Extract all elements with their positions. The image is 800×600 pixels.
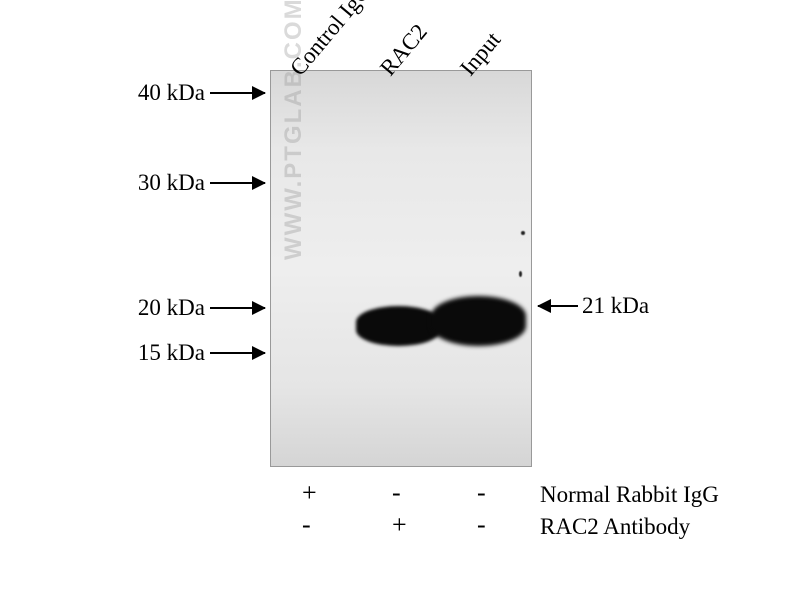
artifact-speck — [519, 271, 522, 277]
mw-marker-label: 40 kDa — [115, 80, 205, 106]
western-blot-membrane — [270, 70, 532, 467]
condition-cell: - — [477, 478, 486, 508]
condition-cell: - — [477, 510, 486, 540]
mw-marker-label: 30 kDa — [115, 170, 205, 196]
arrow-right-icon — [210, 307, 265, 309]
figure-container: WWW.PTGLAB.COM 40 kDa 30 kDa 20 kDa 15 k… — [0, 0, 800, 600]
arrow-right-icon — [210, 352, 265, 354]
band-input-lane — [431, 296, 526, 346]
arrow-right-icon — [210, 182, 265, 184]
condition-cell: - — [302, 510, 311, 540]
mw-marker-label: 15 kDa — [115, 340, 205, 366]
arrow-right-icon — [210, 92, 265, 94]
artifact-speck — [521, 231, 525, 235]
condition-cell: + — [392, 510, 407, 540]
detected-band-label: 21 kDa — [582, 293, 649, 319]
condition-row-label: Normal Rabbit IgG — [540, 482, 719, 508]
condition-row-label: RAC2 Antibody — [540, 514, 690, 540]
lane-label: Control IgG — [285, 0, 377, 81]
band-rac2-lane — [356, 306, 441, 346]
condition-cell: + — [302, 478, 317, 508]
arrow-left-icon — [538, 305, 578, 307]
condition-cell: - — [392, 478, 401, 508]
mw-marker-label: 20 kDa — [115, 295, 205, 321]
